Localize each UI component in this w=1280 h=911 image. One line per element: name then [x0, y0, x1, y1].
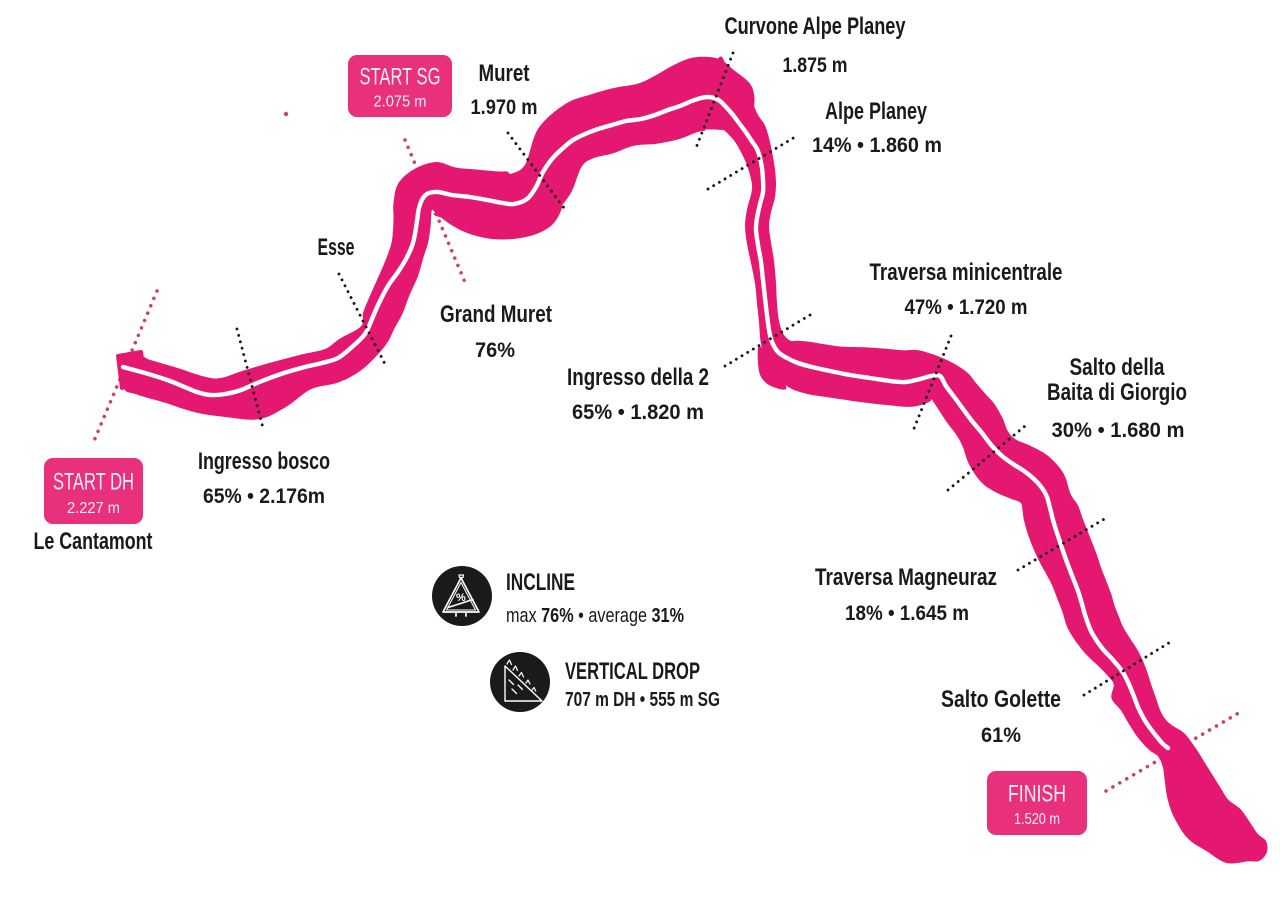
svg-text:FINISH: FINISH	[1008, 780, 1066, 807]
svg-text:47% • 1.720 m: 47% • 1.720 m	[905, 296, 1028, 319]
svg-text:14% • 1.860 m: 14% • 1.860 m	[812, 134, 942, 157]
svg-text:Grand Muret: Grand Muret	[440, 301, 552, 328]
svg-text:76%: 76%	[475, 339, 515, 362]
svg-text:1.875 m: 1.875 m	[783, 54, 848, 77]
svg-text:65% • 2.176m: 65% • 2.176m	[203, 485, 325, 508]
svg-text:Le Cantamont: Le Cantamont	[34, 528, 153, 555]
svg-text:Traversa minicentrale: Traversa minicentrale	[870, 259, 1063, 286]
svg-text:Muret: Muret	[479, 60, 530, 87]
svg-text:START DH: START DH	[53, 468, 134, 495]
svg-text:%: %	[456, 592, 466, 604]
svg-text:Salto della: Salto della	[1070, 354, 1166, 381]
svg-text:Esse: Esse	[318, 234, 355, 261]
svg-text:707 m DH • 555 m SG: 707 m DH • 555 m SG	[565, 689, 720, 711]
svg-text:INCLINE: INCLINE	[506, 569, 575, 596]
svg-text:Curvone Alpe Planey: Curvone Alpe Planey	[725, 13, 906, 40]
svg-text:1.520 m: 1.520 m	[1014, 811, 1060, 828]
svg-text:Alpe Planey: Alpe Planey	[825, 98, 927, 125]
svg-text:61%: 61%	[981, 724, 1021, 747]
svg-text:VERTICAL DROP: VERTICAL DROP	[565, 658, 700, 685]
svg-text:65% • 1.820 m: 65% • 1.820 m	[572, 401, 704, 424]
svg-text:Salto Golette: Salto Golette	[941, 686, 1061, 713]
svg-text:Baita di Giorgio: Baita di Giorgio	[1047, 379, 1187, 406]
svg-text:max 76% • average 31%: max 76% • average 31%	[506, 605, 684, 627]
svg-text:18% • 1.645 m: 18% • 1.645 m	[845, 602, 969, 625]
svg-text:2.075 m: 2.075 m	[374, 93, 427, 110]
svg-text:1.970 m: 1.970 m	[471, 96, 538, 119]
svg-text:START SG: START SG	[360, 63, 441, 90]
svg-text:2.227 m: 2.227 m	[67, 500, 120, 517]
svg-text:Ingresso della 2: Ingresso della 2	[567, 364, 709, 391]
svg-text:Traversa Magneuraz: Traversa Magneuraz	[815, 564, 997, 591]
svg-text:Ingresso bosco: Ingresso bosco	[198, 448, 330, 475]
svg-text:30% • 1.680 m: 30% • 1.680 m	[1052, 419, 1185, 442]
